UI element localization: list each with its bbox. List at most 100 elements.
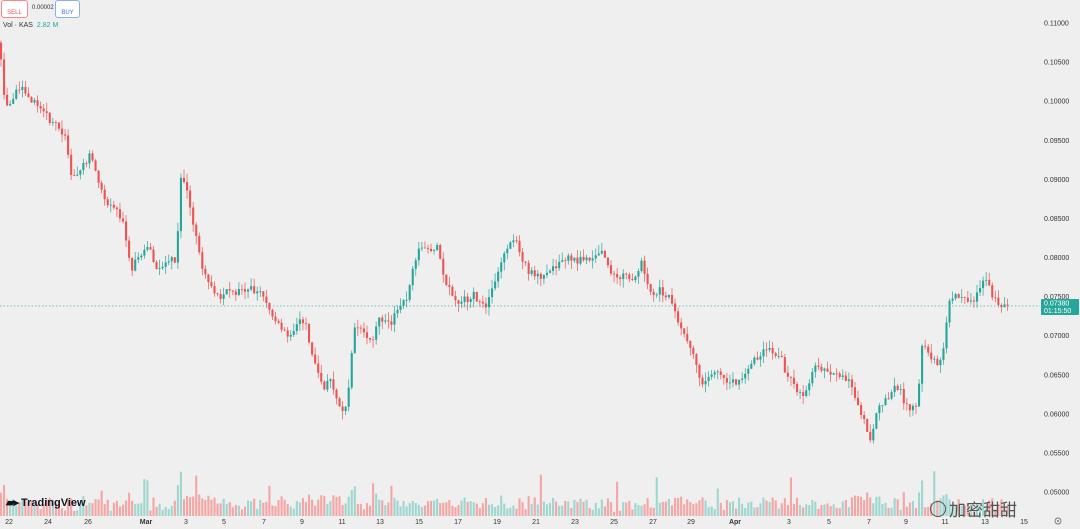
volume-bar xyxy=(792,503,796,516)
volume-bar xyxy=(988,500,991,516)
candle xyxy=(341,401,344,420)
volume-bar xyxy=(643,504,646,516)
candle xyxy=(311,341,314,357)
volume-bar xyxy=(497,505,500,516)
volume-bar xyxy=(536,504,539,516)
sell-button-label: SELL xyxy=(7,10,22,16)
candle xyxy=(567,253,570,265)
volume-bar xyxy=(393,497,396,516)
candle xyxy=(225,288,228,295)
buy-button[interactable]: BUY xyxy=(55,0,80,18)
settings-gear-icon[interactable] xyxy=(1054,517,1062,525)
volume-bar xyxy=(91,503,94,516)
volume-bar xyxy=(716,488,719,516)
volume-bar xyxy=(902,492,905,516)
candle xyxy=(27,87,30,98)
volume-bar xyxy=(448,499,451,516)
candle xyxy=(680,317,683,336)
candle xyxy=(985,271,988,287)
volume-bar xyxy=(88,502,91,516)
volume-bar xyxy=(304,501,308,516)
volume-bar xyxy=(588,508,591,516)
candle xyxy=(555,259,558,276)
candle xyxy=(988,272,991,287)
volume-bar xyxy=(887,507,890,516)
volume-bar xyxy=(243,506,247,516)
candle xyxy=(487,289,491,316)
volume-bar xyxy=(850,497,853,516)
last-price-value: 0.07380 xyxy=(1044,300,1069,307)
volume-bar xyxy=(576,501,579,516)
volume-bar xyxy=(847,507,850,516)
volume-bar xyxy=(832,504,835,516)
volume-bar xyxy=(945,494,948,516)
candle xyxy=(137,252,140,264)
volume-bar xyxy=(646,498,649,516)
candle xyxy=(448,276,451,296)
candle xyxy=(570,253,573,270)
candle xyxy=(45,102,48,121)
candle xyxy=(1000,303,1003,313)
candle xyxy=(820,363,823,373)
candle xyxy=(186,173,189,199)
candle xyxy=(674,298,677,319)
candle xyxy=(335,388,338,405)
volume-legend[interactable]: Vol · KAS 2.82 M xyxy=(3,22,58,29)
volume-bar xyxy=(240,509,243,516)
candle xyxy=(875,412,878,430)
candle xyxy=(896,383,899,392)
volume-bar xyxy=(335,497,338,516)
volume-bar xyxy=(253,498,256,516)
candle xyxy=(192,202,195,232)
candle xyxy=(945,316,948,354)
candle xyxy=(237,282,240,297)
volume-bar xyxy=(597,508,600,516)
sell-button[interactable]: SELL xyxy=(1,0,28,18)
volume-bar xyxy=(289,506,292,516)
volume-bar xyxy=(896,499,899,516)
candle xyxy=(463,290,466,308)
candle xyxy=(131,257,134,276)
candle xyxy=(494,273,497,291)
candle xyxy=(927,343,930,357)
candle xyxy=(545,264,548,278)
candle xyxy=(393,306,396,333)
candle xyxy=(198,232,201,255)
volume-bar xyxy=(686,499,689,516)
volume-bar xyxy=(960,505,963,516)
candle xyxy=(195,222,198,245)
volume-bar xyxy=(756,507,759,516)
volume-bar xyxy=(884,502,887,516)
volume-bar xyxy=(375,493,378,516)
tradingview-logo[interactable]: ▰▸ TradingView xyxy=(6,496,86,510)
volume-bar xyxy=(451,505,454,516)
candle xyxy=(796,381,799,396)
volume-bar xyxy=(222,498,225,516)
volume-bar xyxy=(24,498,27,516)
candle xyxy=(689,339,692,356)
candle xyxy=(155,260,158,270)
volume-bar xyxy=(613,511,616,516)
volume-bar xyxy=(265,501,268,516)
candle xyxy=(515,236,518,244)
price-axis[interactable]: 0.11000 0.10500 0.10000 0.09500 0.09000 0.085… xyxy=(1044,21,1069,497)
volume-bar xyxy=(292,508,295,516)
candle xyxy=(881,404,884,413)
volume-bar xyxy=(728,502,731,516)
candle xyxy=(320,365,323,385)
volume-bar xyxy=(692,504,695,516)
volume-bar xyxy=(112,502,115,516)
volume-bar xyxy=(387,502,390,516)
candle xyxy=(759,352,762,367)
candle xyxy=(109,198,112,213)
candle xyxy=(173,257,176,264)
volume-bar xyxy=(478,507,481,516)
buy-button-label: BUY xyxy=(61,10,74,16)
volume-bar xyxy=(1000,499,1003,516)
volume-bar xyxy=(457,504,460,516)
time-axis[interactable]: 22 24 26 Mar 3 5 7 9 11 13 15 17 19 21 23 25 27 29 Apr 3 5 7 9… xyxy=(5,519,1028,526)
candle xyxy=(207,273,210,290)
volume-bar xyxy=(741,503,744,516)
volume-bar xyxy=(329,501,332,516)
